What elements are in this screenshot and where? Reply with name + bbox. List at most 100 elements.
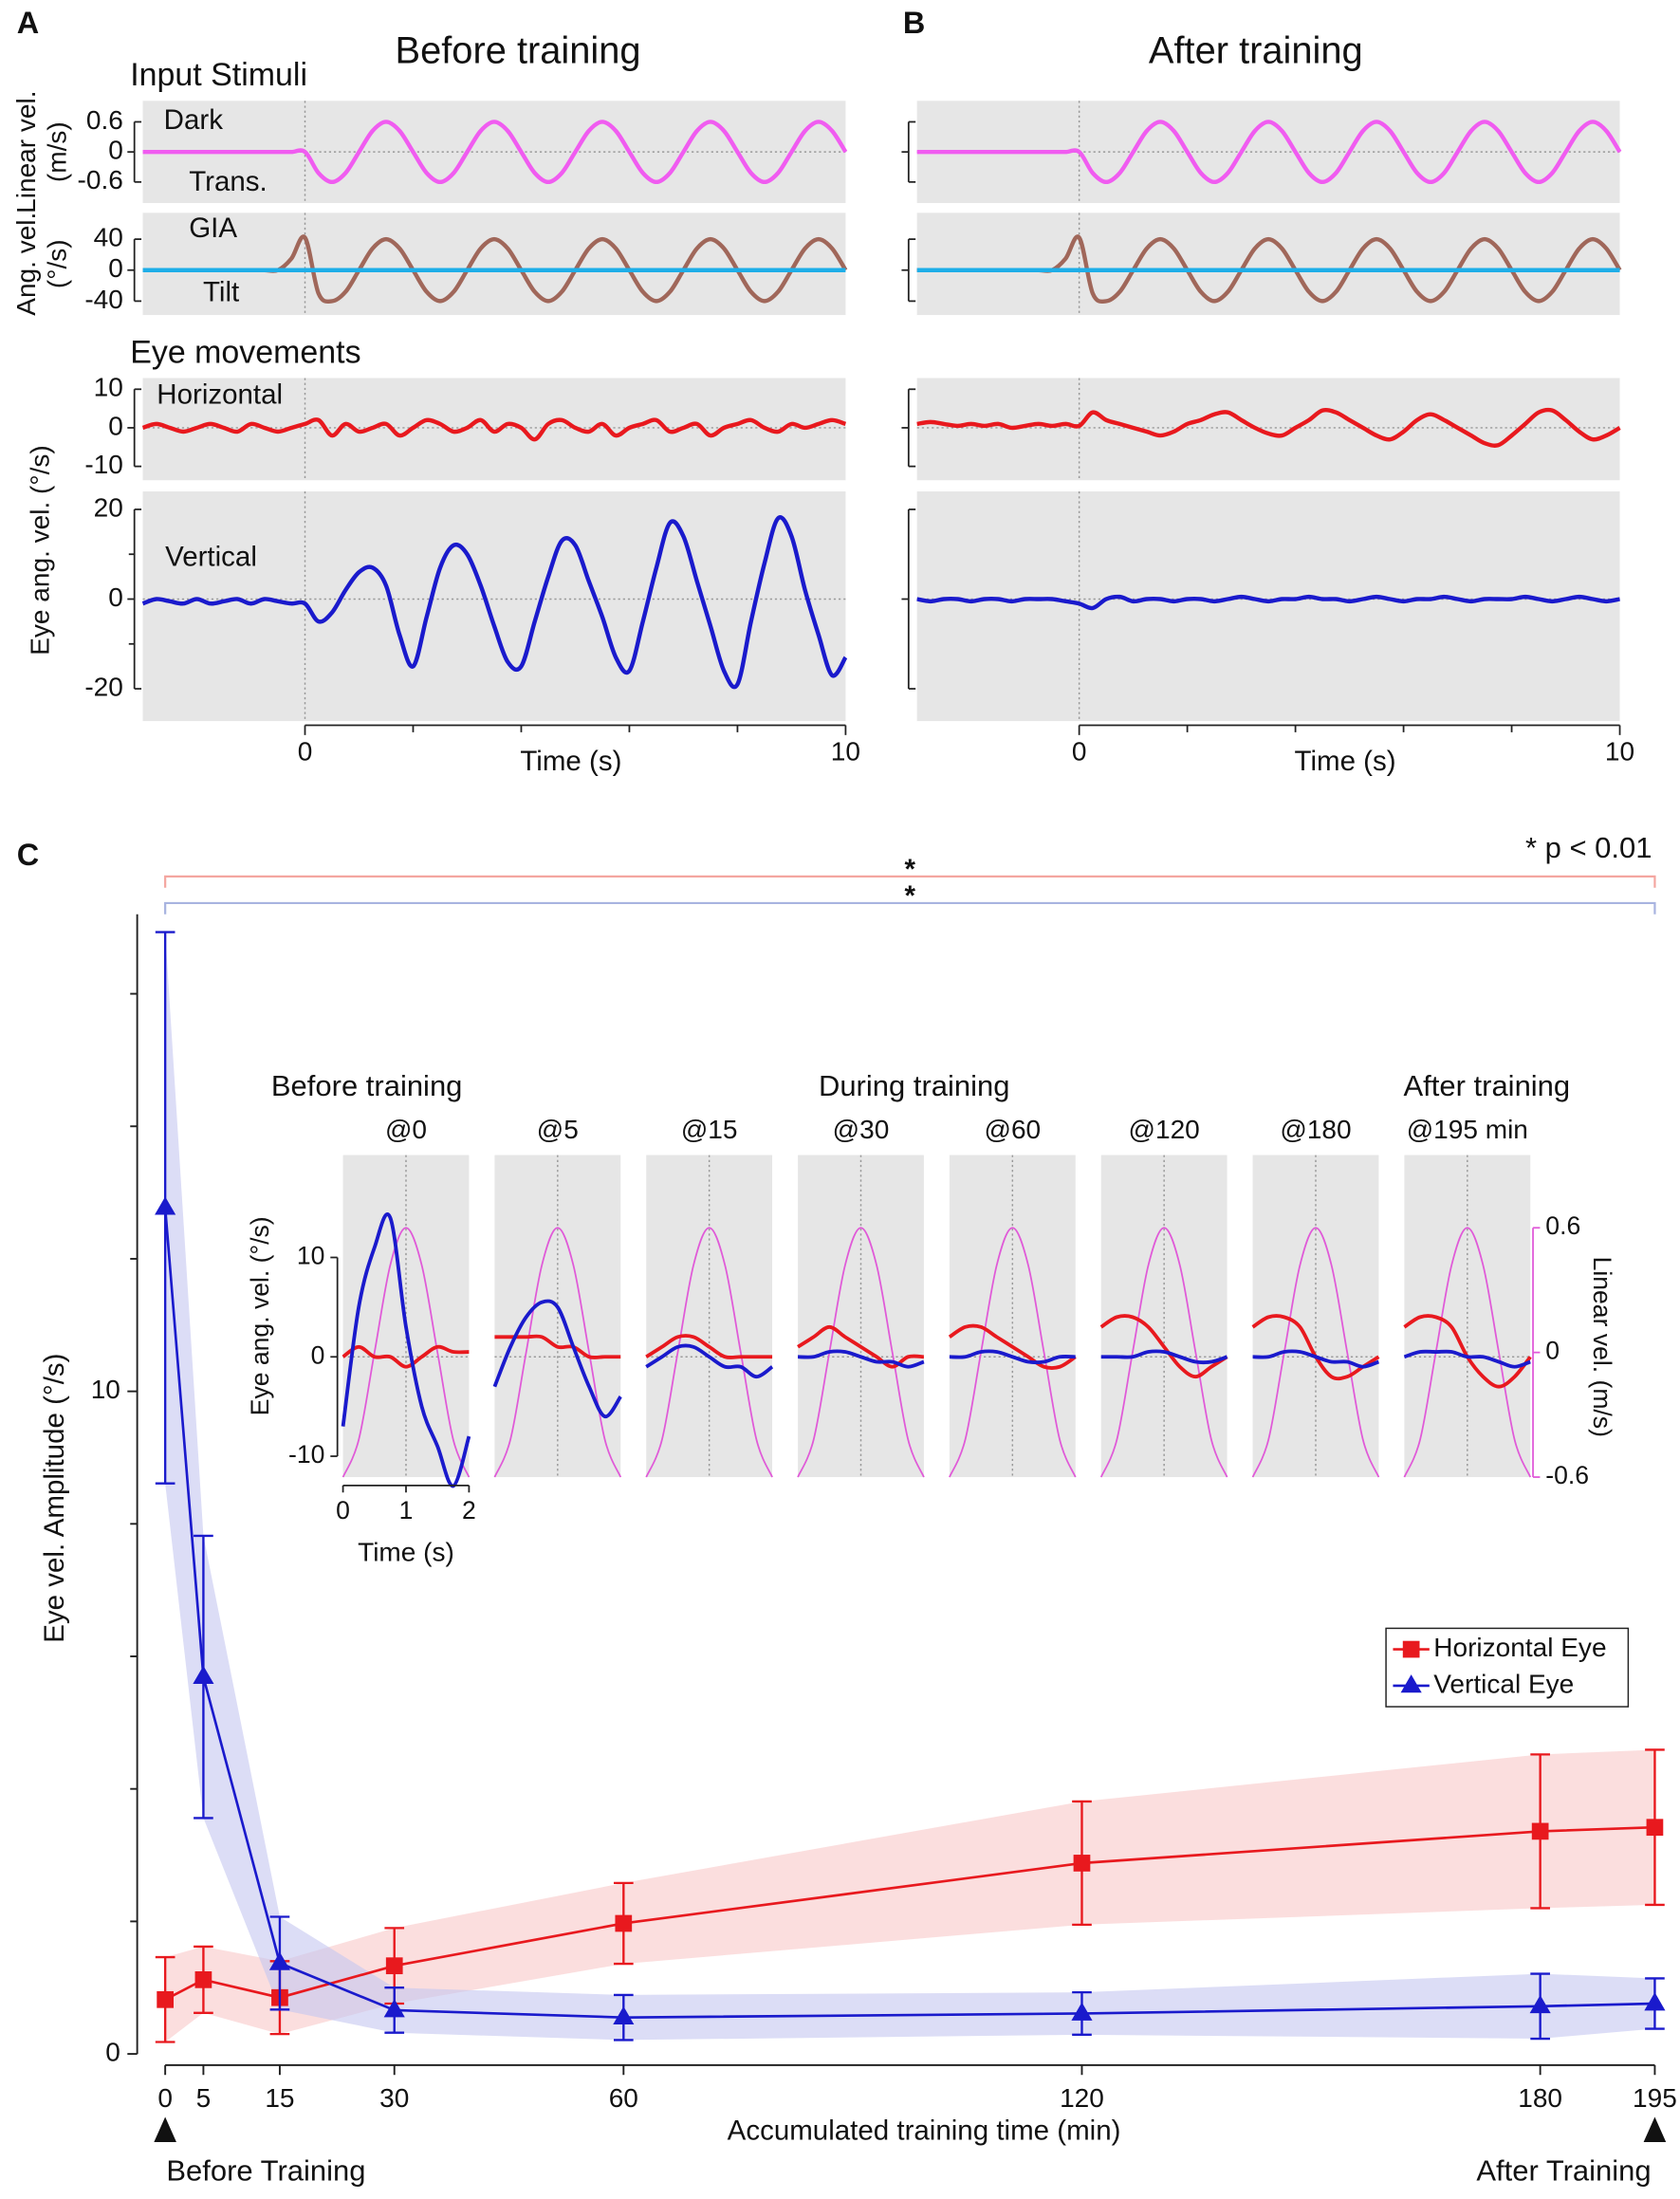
x-axis-label: Time (s): [1295, 746, 1396, 777]
significance-star: *: [905, 854, 916, 885]
marker: [615, 1914, 633, 1932]
y-axis-label: (m/s): [42, 121, 71, 182]
trace: [142, 120, 848, 185]
horizontal-trace: [948, 1323, 1077, 1370]
marker: [1400, 1674, 1422, 1693]
section-label: Input Stimuli: [130, 57, 307, 93]
panel-title: @30: [833, 1115, 890, 1144]
stimulus-trace: [342, 1227, 471, 1478]
error-band: [165, 1749, 1655, 2042]
panel-label: B: [903, 6, 925, 40]
panel-title: @0: [385, 1115, 427, 1144]
annotation: Before Training: [166, 2154, 365, 2188]
marker: [383, 1999, 405, 2018]
legend-label: Vertical Eye: [1433, 1669, 1574, 1698]
x-tick-label: 60: [609, 2083, 638, 2113]
group-label: Before training: [271, 1069, 463, 1102]
y-tick-label: 20: [94, 492, 123, 522]
series-label: GIA: [189, 213, 237, 244]
plot-background: [916, 378, 1620, 481]
y-axis-label: Eye ang. vel. (°/s): [26, 445, 55, 656]
series-line: [164, 1825, 1655, 2001]
series-label: Tilt: [203, 277, 239, 308]
panel-label: C: [17, 838, 39, 872]
marker: [157, 1990, 175, 2008]
vertical-trace: [949, 1349, 1076, 1365]
y2-tick-label: 0.6: [1545, 1211, 1580, 1240]
y-tick-label: 0: [108, 136, 123, 165]
plot-background: [494, 1155, 621, 1478]
stimulus-trace: [797, 1227, 925, 1478]
y-axis-label: Linear vel.: [11, 90, 41, 213]
arrowhead: [1643, 2116, 1667, 2143]
marker: [1531, 1822, 1549, 1840]
y-axis-label: Ang. vel.: [11, 213, 41, 316]
y-tick-label: -20: [84, 672, 123, 701]
horizontal-trace: [1099, 1314, 1228, 1379]
x-tick-label: 15: [265, 2083, 294, 2113]
group-label: After training: [1403, 1069, 1570, 1102]
plot-background: [916, 491, 1620, 722]
marker: [1073, 1855, 1091, 1872]
trace: [141, 515, 848, 690]
y-tick-label: -10: [288, 1440, 324, 1469]
plot-background: [646, 1155, 773, 1478]
marker: [1646, 1819, 1664, 1837]
x-axis-label: Time (s): [520, 746, 621, 777]
panel-title: @120: [1129, 1115, 1200, 1144]
y2-tick-label: -0.6: [1545, 1461, 1589, 1489]
significance-bracket: [164, 875, 1656, 888]
panel-title: @180: [1280, 1115, 1351, 1144]
y-tick-label: 10: [94, 373, 123, 402]
y-tick-label: 0: [105, 2037, 120, 2066]
plot-background: [142, 213, 846, 316]
y-axis-label: Eye ang. vel. (°/s): [246, 1216, 274, 1415]
x-tick-label: 0: [1072, 736, 1087, 766]
marker: [155, 1196, 176, 1215]
plot-background: [798, 1155, 924, 1478]
legend-box: [1385, 1627, 1630, 1708]
trace: [916, 594, 1620, 611]
series-label: Horizontal: [157, 379, 283, 410]
x-tick-label: 0: [336, 1496, 350, 1525]
y-axis-label: Eye vel. Amplitude (°/s): [39, 1354, 70, 1643]
x-tick-label: 180: [1518, 2083, 1562, 2113]
legend-label: Horizontal Eye: [1433, 1633, 1606, 1662]
marker: [194, 1970, 212, 1988]
x-tick-label: 10: [1605, 736, 1634, 766]
series-label: Trans.: [189, 166, 268, 197]
series-line: [163, 1208, 1655, 2019]
y-tick-label: 10: [91, 1375, 120, 1404]
y-tick-label: 40: [94, 223, 123, 252]
x-tick-label: 10: [831, 736, 860, 766]
group-label: During training: [819, 1069, 1010, 1102]
horizontal-trace: [342, 1344, 470, 1369]
stimulus-trace: [1099, 1227, 1228, 1478]
y-tick-label: 10: [297, 1242, 325, 1270]
y-tick-label: 0.6: [86, 105, 123, 135]
y-tick-label: 0: [108, 411, 123, 440]
stimulus-trace: [949, 1227, 1077, 1478]
x-axis-label: Accumulated training time (min): [728, 2116, 1121, 2147]
y-axis-label: (°/s): [42, 239, 71, 288]
horizontal-trace: [645, 1334, 773, 1359]
x-tick-label: 120: [1060, 2083, 1104, 2113]
y-tick-label: -10: [84, 450, 123, 479]
plot-background: [916, 213, 1620, 316]
plot-background: [142, 491, 846, 722]
marker: [1529, 1994, 1551, 2014]
y-tick-label: -40: [84, 285, 123, 314]
marker: [1402, 1640, 1420, 1658]
vertical-trace: [1100, 1349, 1228, 1365]
panel-label: A: [17, 6, 39, 40]
vertical-trace: [1252, 1349, 1380, 1369]
arrowhead: [154, 2116, 176, 2143]
annotation: After Training: [1476, 2154, 1651, 2188]
x-tick-label: 2: [462, 1496, 476, 1525]
trace: [916, 407, 1621, 448]
vertical-trace: [341, 1212, 471, 1488]
y-tick-label: 0: [311, 1340, 325, 1369]
x-tick-label: 195: [1633, 2083, 1677, 2113]
